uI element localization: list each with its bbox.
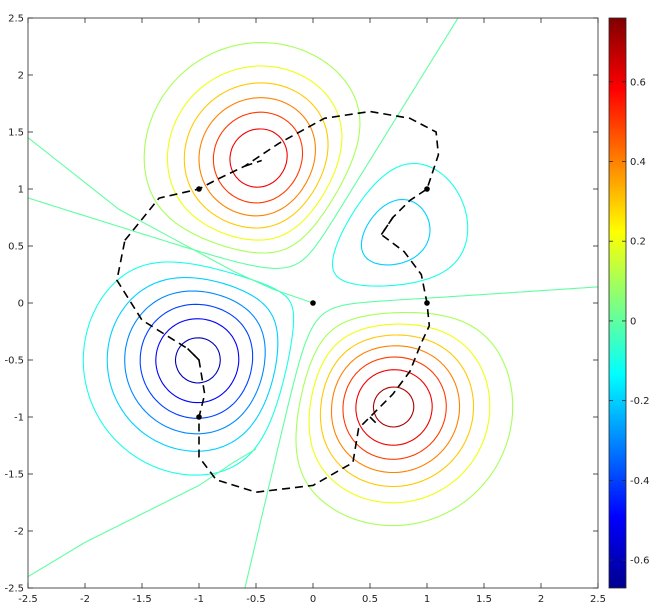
contour-level-1 <box>155 318 240 404</box>
y-tick-label: 1 <box>18 185 24 196</box>
dashed-segment-3 <box>369 416 377 424</box>
y-tick-label: -1 <box>14 413 24 424</box>
colorbar-tick-label: -0.4 <box>630 476 650 487</box>
contour-level-6 <box>28 18 598 588</box>
colorbar-tick-label: 0.6 <box>630 77 646 88</box>
marker-point-2 <box>310 300 316 306</box>
contour-level-11 <box>212 111 447 460</box>
x-axis: -2.5 -2 -1.5 -1 -0.5 0 0.5 1 1.5 2 2.5 <box>18 18 606 605</box>
colorbar-tick-label: 0.4 <box>630 157 646 168</box>
dashed-segment-2 <box>187 348 200 361</box>
y-tick-label: -1.5 <box>4 470 24 481</box>
zero-contour-line-0 <box>28 137 314 304</box>
contour-level-7 <box>143 42 514 527</box>
contour-level-12 <box>229 128 433 446</box>
y-tick-label: -2 <box>14 527 24 538</box>
marker-point-3 <box>424 300 430 306</box>
x-tick-label: 2 <box>538 594 544 605</box>
plot-area: -2.5 -2 -1.5 -1 -0.5 0 0.5 1 1.5 2 2.5 2.5 2 1.5 1 0.5… <box>4 14 605 606</box>
contour-level-0 <box>174 337 221 384</box>
x-tick-label: -2 <box>80 594 90 605</box>
colorbar-gradient <box>608 17 627 589</box>
dashed-segment-1 <box>380 217 394 236</box>
y-tick-label: 1.5 <box>8 128 24 139</box>
marker-point-1 <box>424 186 430 192</box>
contour-level-9 <box>183 82 475 488</box>
dashed-closed-path <box>116 110 440 493</box>
point-markers <box>196 186 430 420</box>
colorbar-tick-label: 0.2 <box>630 237 646 248</box>
y-tick-label: -0.5 <box>4 356 24 367</box>
contour-level-8 <box>166 65 491 504</box>
contour-level-13 <box>372 386 415 428</box>
y-tick-label: 2.5 <box>8 14 24 25</box>
contour-level-3 <box>124 290 266 435</box>
contour-lines <box>28 18 598 588</box>
y-tick-label: 0.5 <box>8 242 24 253</box>
contour-level-10 <box>198 97 461 474</box>
overlay-path <box>116 110 440 493</box>
x-tick-label: 2.5 <box>590 594 606 605</box>
x-tick-label: 1 <box>424 594 430 605</box>
colorbar: 0.6 0.4 0.2 0 -0.2 -0.4 -0.6 <box>608 17 650 589</box>
marker-point-0 <box>196 186 202 192</box>
y-axis: 2.5 2 1.5 1 0.5 0 -0.5 -1 -1.5 -2 -2.5 <box>4 14 598 595</box>
x-tick-label: 1.5 <box>476 594 492 605</box>
colorbar-tick-label: -0.2 <box>630 396 650 407</box>
y-tick-label: 0 <box>18 299 24 310</box>
contour-level-2 <box>139 303 254 419</box>
dashed-segment-0 <box>244 159 262 167</box>
colorbar-tick-label: -0.6 <box>630 556 650 567</box>
x-tick-label: -1.5 <box>132 594 152 605</box>
colorbar-ticks: 0.6 0.4 0.2 0 -0.2 -0.4 -0.6 <box>609 77 650 567</box>
y-tick-label: -2.5 <box>4 584 24 595</box>
colorbar-tick-label: 0 <box>630 316 636 327</box>
x-tick-label: -2.5 <box>18 594 38 605</box>
y-tick-label: 2 <box>18 71 24 82</box>
x-tick-label: -0.5 <box>246 594 266 605</box>
contour-level-4 <box>106 198 431 452</box>
x-tick-label: -1 <box>194 594 204 605</box>
x-tick-label: 0 <box>310 594 316 605</box>
contour-level-5 <box>82 162 469 476</box>
zero-contour-line-1 <box>28 448 257 578</box>
x-tick-label: 0.5 <box>362 594 378 605</box>
marker-point-4 <box>196 414 202 420</box>
